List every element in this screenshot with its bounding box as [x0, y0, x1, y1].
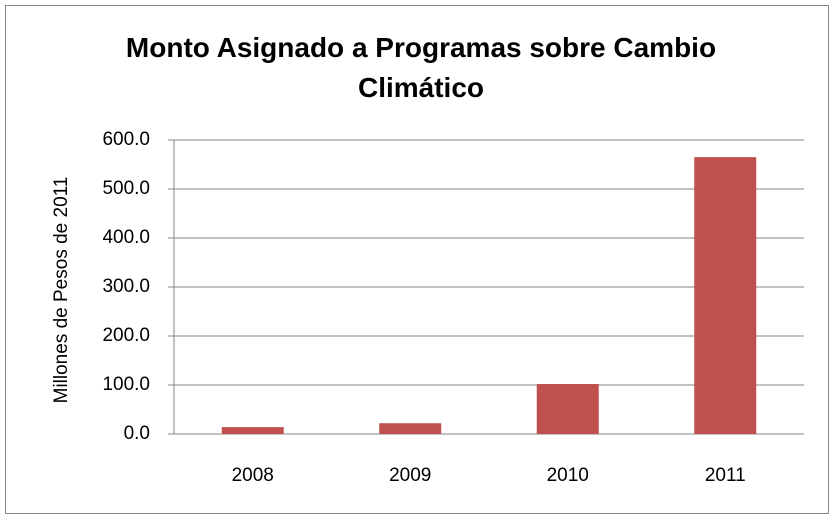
y-tick-label: 500.0 [102, 178, 150, 199]
y-tick-label: 100.0 [102, 374, 150, 395]
x-tick-label: 2011 [705, 465, 746, 486]
x-tick-label: 2009 [389, 465, 431, 486]
y-tick-label: 600.0 [102, 129, 150, 150]
x-tick-label: 2008 [232, 465, 274, 486]
bar [379, 423, 442, 434]
bar [694, 157, 757, 434]
y-tick-label: 400.0 [102, 227, 150, 248]
y-axis-label: Millones de Pesos de 2011 [51, 177, 72, 404]
x-tick-label: 2010 [547, 465, 589, 486]
y-tick-label: 300.0 [102, 276, 150, 297]
y-tick-label: 0.0 [124, 423, 150, 444]
bar [221, 427, 284, 434]
bar [536, 384, 599, 434]
y-tick-label: 200.0 [102, 325, 150, 346]
chart-title: Monto Asignado a Programas sobre Cambio … [125, 32, 717, 103]
